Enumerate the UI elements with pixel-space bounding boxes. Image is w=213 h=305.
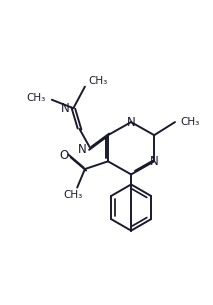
- Text: CH₃: CH₃: [26, 93, 46, 103]
- Text: N: N: [78, 143, 86, 156]
- Text: CH₃: CH₃: [64, 190, 83, 200]
- Text: N: N: [150, 155, 159, 168]
- Text: N: N: [127, 116, 135, 129]
- Text: CH₃: CH₃: [180, 117, 200, 127]
- Text: N: N: [61, 102, 69, 115]
- Text: O: O: [59, 149, 69, 163]
- Text: CH₃: CH₃: [89, 76, 108, 86]
